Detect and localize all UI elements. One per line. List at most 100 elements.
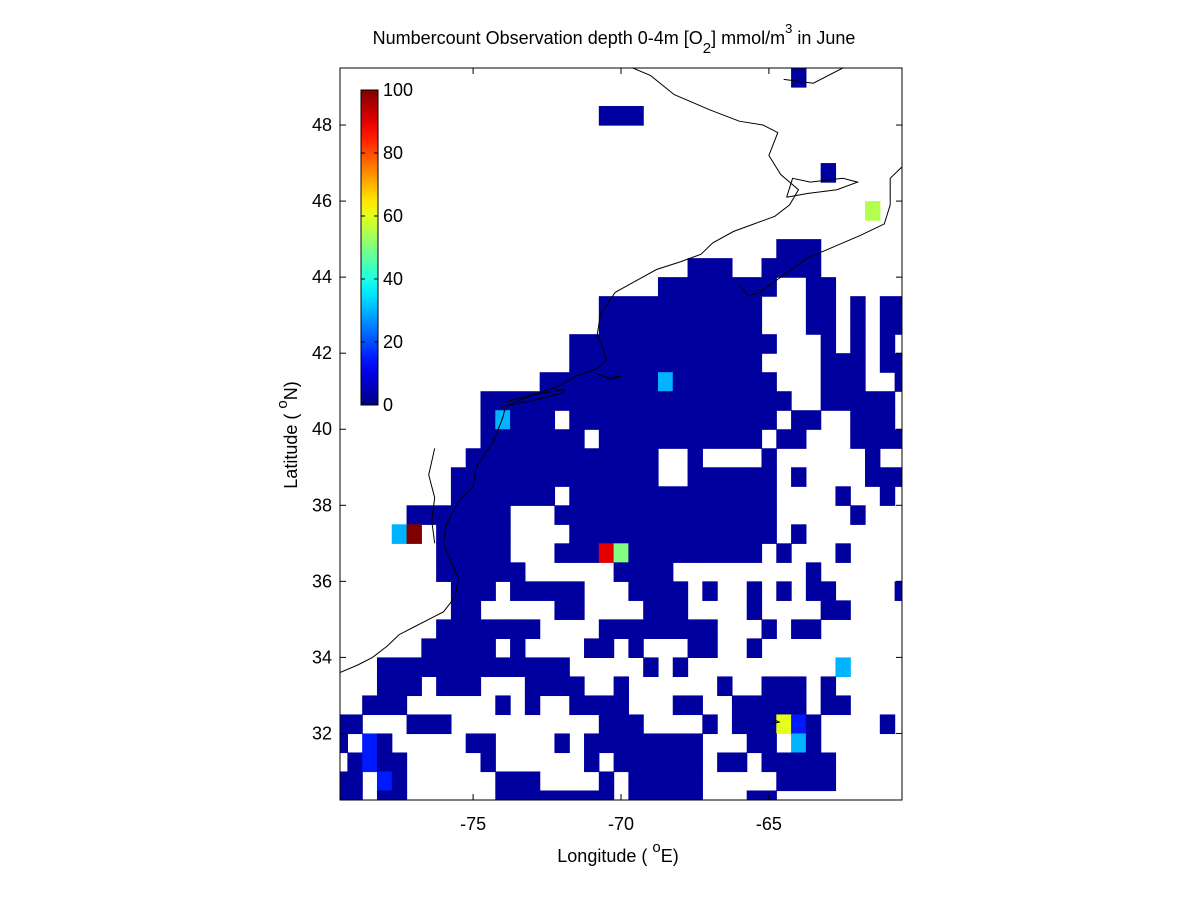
heatmap-cell — [776, 543, 792, 563]
colorbar-tick-label: 100 — [383, 80, 413, 100]
heatmap-cell — [406, 714, 452, 735]
heatmap-cell — [554, 543, 570, 563]
heatmap-cell — [598, 429, 629, 449]
heatmap-cell — [894, 581, 902, 601]
heatmap-cell — [347, 752, 363, 773]
heatmap-cell — [643, 524, 733, 544]
heatmap-cell — [865, 467, 902, 487]
heatmap-cell — [554, 581, 585, 601]
heatmap-cell — [657, 372, 674, 392]
heatmap-cell — [436, 562, 526, 582]
heatmap-cell — [613, 543, 629, 563]
heatmap-cell — [569, 543, 600, 563]
coastline — [340, 68, 902, 725]
heatmap-cell — [835, 486, 851, 506]
heatmap-cell — [510, 638, 526, 658]
chart-title: Numbercount Observation depth 0-4m [O2] … — [373, 21, 856, 57]
heatmap-cell — [643, 619, 689, 639]
heatmap-cell — [376, 771, 393, 792]
coastline-segment — [771, 719, 781, 725]
heatmap-cell — [340, 771, 363, 792]
heatmap-cell — [717, 752, 748, 773]
heatmap-cell — [465, 733, 496, 754]
heatmap-cell — [569, 486, 718, 506]
heatmap-cell — [805, 619, 822, 639]
heatmap-cell — [436, 676, 482, 697]
heatmap-cell — [672, 505, 718, 525]
heatmap-cell — [539, 372, 570, 392]
heatmap-cell — [436, 524, 511, 544]
heatmap-cell — [584, 448, 659, 468]
coastline-segment — [428, 448, 436, 544]
heatmap-cell — [776, 258, 822, 278]
heatmap-cell — [628, 638, 644, 658]
heatmap-cell — [569, 410, 703, 430]
plot-area — [340, 68, 902, 800]
heatmap-cell — [465, 448, 526, 468]
heatmap-cell — [495, 410, 511, 430]
heatmap-cell — [746, 638, 763, 658]
heatmap-cell — [495, 695, 511, 716]
heatmap-cell — [776, 581, 792, 601]
heatmap-cell — [879, 714, 896, 735]
heatmap-cell — [510, 410, 556, 430]
heatmap-cell — [554, 733, 570, 754]
heatmap-cell — [879, 296, 902, 316]
heatmap-cell — [598, 296, 763, 316]
heatmap-cell — [879, 486, 896, 506]
heatmap-cell — [613, 353, 689, 373]
heatmap-cell — [613, 733, 703, 754]
heatmap-cells — [340, 68, 902, 800]
heatmap-cell — [376, 790, 408, 800]
heatmap-cell — [406, 505, 422, 525]
heatmap-cell — [569, 372, 659, 392]
heatmap-cell — [628, 581, 674, 601]
heatmap-cell — [731, 524, 777, 544]
heatmap-cell — [340, 790, 363, 800]
heatmap-cell — [761, 752, 837, 773]
heatmap-cell — [835, 543, 851, 563]
heatmap-cell — [657, 790, 703, 800]
heatmap-cell — [628, 543, 703, 563]
y-tick-label: 32 — [312, 723, 332, 743]
heatmap-cell — [569, 524, 644, 544]
heatmap-cell — [746, 600, 763, 620]
heatmap-cell — [391, 771, 408, 792]
heatmap-cell — [421, 505, 511, 525]
heatmap-cell — [761, 391, 792, 411]
heatmap-cell — [687, 429, 718, 449]
heatmap-cell — [628, 771, 703, 792]
heatmap-cell — [436, 619, 511, 639]
heatmap-cell — [672, 372, 763, 392]
heatmap-cell — [879, 353, 902, 373]
heatmap-cell — [820, 372, 866, 392]
heatmap-cell — [894, 372, 902, 392]
heatmap-cell — [672, 695, 703, 716]
x-tick-label: -70 — [608, 814, 634, 834]
heatmap-cell — [539, 486, 556, 506]
heatmap-cell — [791, 68, 807, 88]
heatmap-cell — [776, 429, 807, 449]
x-tick-label: -65 — [756, 814, 782, 834]
heatmap-cell — [554, 600, 570, 620]
heatmap-cell — [805, 562, 822, 582]
heatmap-cell — [731, 695, 807, 716]
heatmap-cell — [702, 543, 763, 563]
heatmap-cell — [584, 638, 615, 658]
heatmap-cell — [406, 524, 422, 544]
heatmap-cell — [820, 391, 896, 411]
heatmap-cell — [672, 581, 689, 601]
heatmap-cell — [805, 733, 822, 754]
heatmap-cell — [480, 429, 556, 449]
heatmap-cell — [687, 258, 733, 278]
heatmap-cell — [569, 600, 585, 620]
heatmap-cell — [584, 752, 600, 773]
heatmap-cell — [702, 581, 718, 601]
heatmap-cell — [376, 733, 393, 754]
coastline-segment — [597, 373, 622, 381]
heatmap-cell — [421, 638, 496, 658]
heatmap-cell — [835, 657, 851, 678]
heatmap-cell — [865, 448, 881, 468]
coastline-segment — [738, 166, 902, 297]
y-tick-label: 38 — [312, 495, 332, 515]
